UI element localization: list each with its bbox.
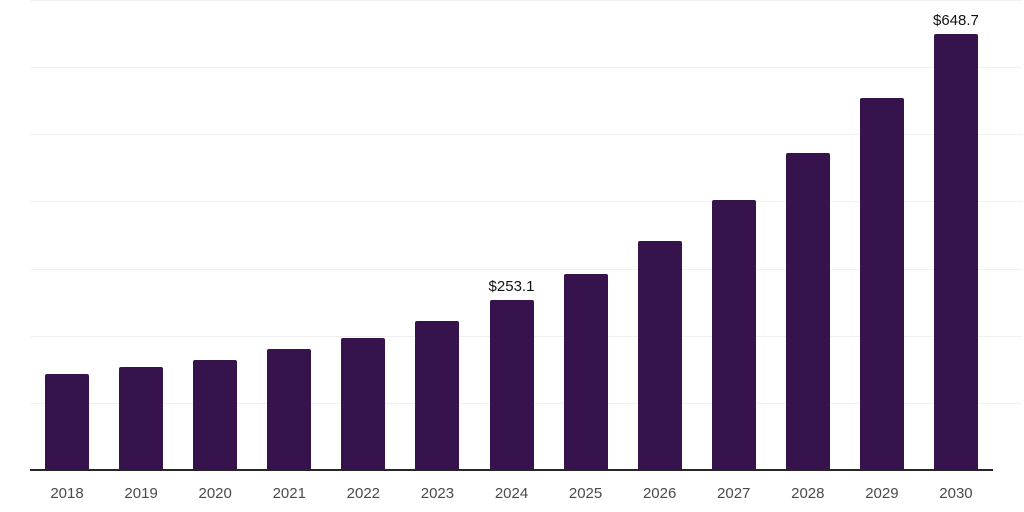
x-tick-2019: 2019 [124, 485, 158, 502]
x-tick-2020: 2020 [198, 485, 232, 502]
x-tick-2022: 2022 [346, 485, 381, 502]
bar-2023 [415, 321, 460, 470]
gridline-700 [30, 0, 1022, 1]
data-label-2024: $253.1 [488, 278, 535, 296]
x-tick-2027: 2027 [717, 485, 751, 502]
bar-2028 [785, 152, 830, 470]
x-tick-2025: 2025 [568, 485, 603, 502]
bar-2020 [193, 359, 238, 470]
gridline-300 [30, 268, 1022, 270]
x-tick-2021: 2021 [272, 485, 306, 502]
bar-2029 [859, 98, 904, 470]
x-tick-2030: 2030 [939, 485, 973, 502]
bar-2026 [637, 240, 682, 470]
bar-2021 [267, 349, 312, 470]
bar-2022 [341, 337, 386, 470]
data-label-2030: $648.7 [933, 12, 979, 30]
bar-2018 [45, 374, 90, 470]
bar-2019 [119, 367, 164, 470]
gridline-400 [30, 201, 1022, 203]
x-tick-2018: 2018 [50, 485, 84, 502]
x-axis-line [30, 469, 993, 471]
x-tick-2023: 2023 [420, 485, 455, 502]
bar-2024 [489, 300, 534, 470]
x-tick-2024: 2024 [494, 485, 529, 502]
bar-2025 [563, 274, 608, 470]
x-tick-2028: 2028 [791, 485, 825, 502]
plot-area: $253.1 $648.7 [30, 0, 1022, 471]
gridline-500 [30, 134, 1022, 136]
bar-2027 [711, 199, 756, 470]
bar-2030 [933, 34, 978, 470]
x-tick-2029: 2029 [865, 485, 899, 502]
x-tick-2026: 2026 [642, 485, 677, 502]
gridline-600 [30, 67, 1022, 69]
